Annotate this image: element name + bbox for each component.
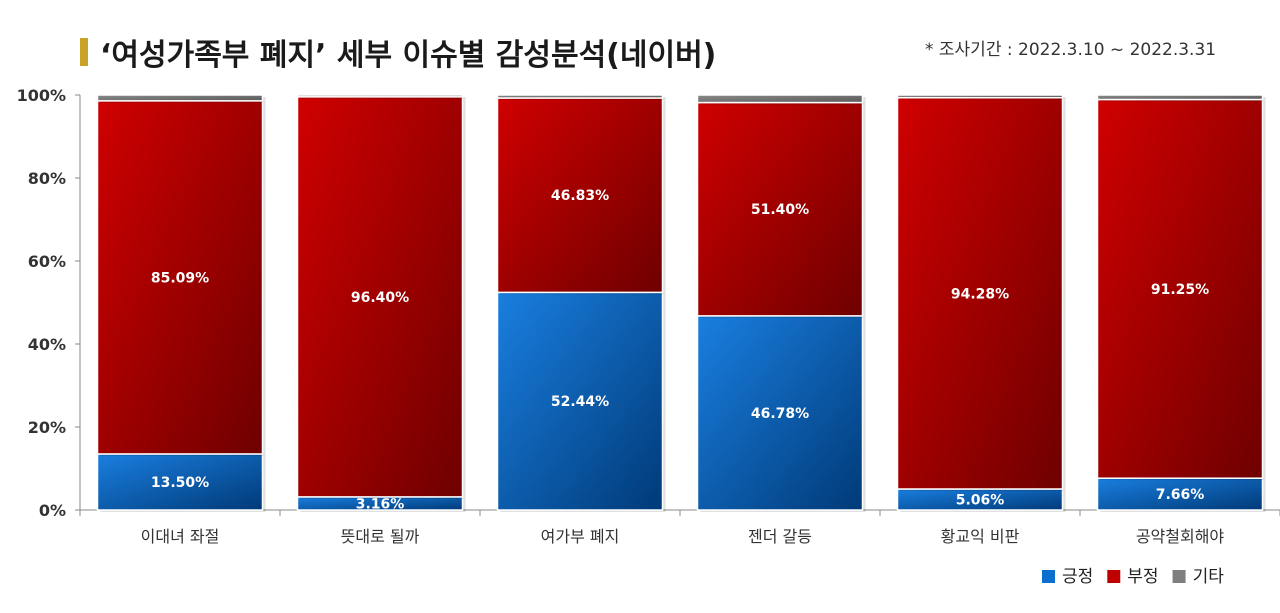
data-label: 7.66% — [1156, 487, 1205, 503]
data-label: 46.83% — [551, 188, 609, 204]
category-label: 뜻대로 될까 — [341, 527, 420, 546]
data-label: 3.16% — [356, 496, 405, 512]
data-label: 13.50% — [151, 475, 209, 491]
bar-segment-기타 — [96, 94, 264, 102]
bar-segment-기타 — [696, 94, 864, 104]
y-tick-label: 60% — [28, 252, 66, 271]
data-label: 46.78% — [751, 406, 809, 422]
bar-segment-부정 — [696, 101, 864, 317]
bar-segment-긍정 — [696, 315, 864, 511]
data-label: 94.28% — [951, 286, 1009, 302]
category-label: 젠더 갈등 — [748, 527, 812, 546]
chart-title: ‘여성가족부 폐지’ 세부 이슈별 감성분석(네이버) — [100, 38, 717, 73]
y-tick-label: 0% — [39, 501, 66, 520]
bar-segment-부정 — [896, 96, 1064, 490]
bar-segment-기타 — [296, 94, 464, 98]
legend: 긍정 부정 기타 — [1042, 567, 1224, 587]
legend-swatch — [1042, 570, 1055, 583]
bar-segment-기타 — [896, 94, 1064, 99]
legend-label: 기타 — [1193, 567, 1225, 587]
legend-swatch — [1107, 570, 1121, 583]
legend-swatch — [1172, 570, 1186, 583]
axes: 0% 20% 40% 60% 80% 100% — [17, 86, 1280, 520]
category-label: 여가부 폐지 — [541, 527, 620, 546]
bar-segment-긍정 — [96, 453, 264, 511]
bar-shadow — [300, 97, 466, 99]
bars: 13.50% 85.09% 이대녀 좌절 3.16% 96.40% 뜻대로 될까 52.44… — [96, 94, 1266, 546]
data-label: 91.25% — [1151, 282, 1209, 298]
category-label: 이대녀 좌절 — [141, 527, 220, 546]
legend-label: 부정 — [1127, 567, 1158, 587]
bar-segment-부정 — [296, 96, 464, 498]
data-label: 5.06% — [956, 493, 1005, 509]
bar-segment-부정 — [1096, 98, 1264, 479]
bar-segment-기타 — [496, 94, 664, 99]
y-tick-label: 40% — [28, 335, 66, 354]
y-tick-label: 100% — [17, 86, 66, 105]
y-tick-label: 80% — [28, 169, 66, 188]
bar-segment-부정 — [96, 100, 264, 455]
bar-segment-긍정 — [1096, 477, 1264, 511]
survey-period: * 조사기간 : 2022.3.10 ~ 2022.3.31 — [925, 40, 1217, 60]
data-label: 96.40% — [351, 290, 409, 306]
y-tick-label: 20% — [28, 418, 66, 437]
bar-segment-기타 — [1096, 94, 1264, 101]
data-label: 51.40% — [751, 202, 809, 218]
category-label: 공약철회해야 — [1136, 527, 1225, 546]
data-label: 52.44% — [551, 394, 609, 410]
title-accent-bar — [80, 38, 88, 66]
category-label: 황교익 비판 — [941, 527, 1020, 546]
bar-segment-부정 — [496, 97, 664, 294]
data-label: 85.09% — [151, 270, 209, 286]
bar-segment-긍정 — [496, 291, 664, 511]
legend-label: 긍정 — [1062, 567, 1093, 587]
